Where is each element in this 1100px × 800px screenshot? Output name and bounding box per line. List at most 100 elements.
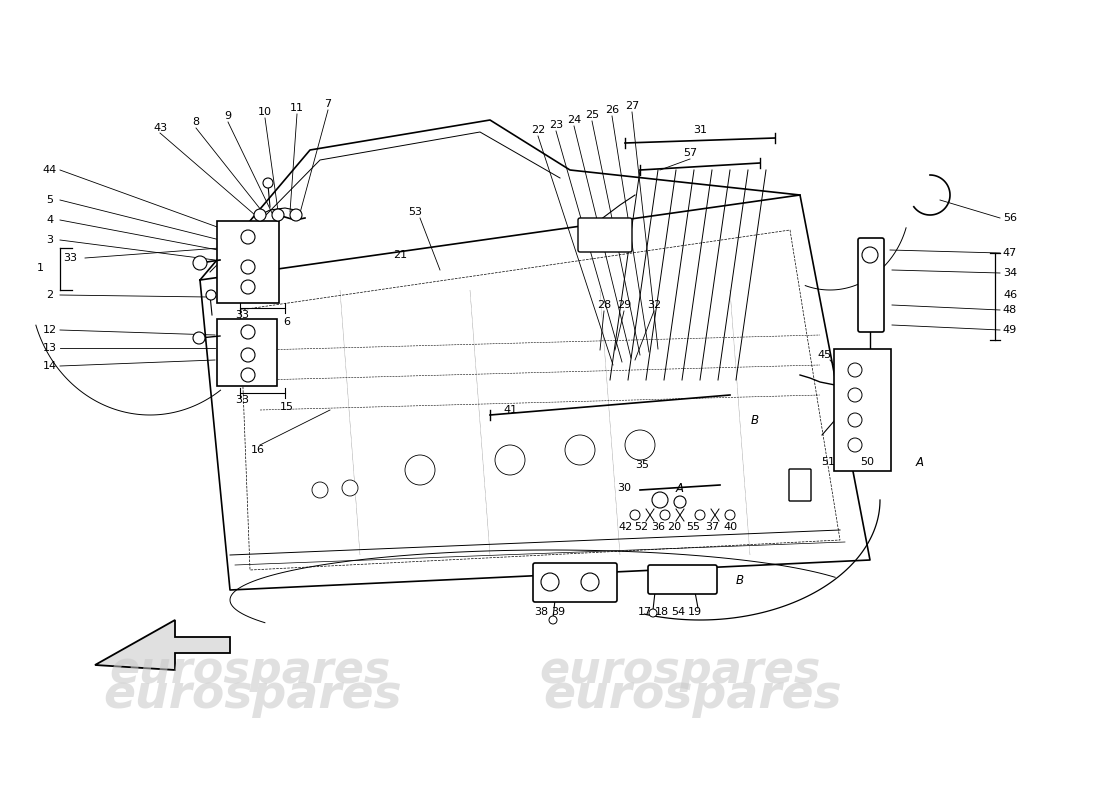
FancyBboxPatch shape	[217, 319, 277, 386]
Text: 49: 49	[1003, 325, 1018, 335]
Circle shape	[192, 332, 205, 344]
Text: 1: 1	[36, 263, 44, 273]
FancyBboxPatch shape	[578, 218, 632, 252]
Polygon shape	[95, 620, 230, 670]
Circle shape	[541, 573, 559, 591]
Circle shape	[549, 616, 557, 624]
Circle shape	[241, 325, 255, 339]
Text: 55: 55	[686, 522, 700, 532]
Text: 16: 16	[251, 445, 265, 455]
Text: 3: 3	[46, 235, 54, 245]
Text: 2: 2	[46, 290, 54, 300]
Text: 45: 45	[818, 350, 832, 360]
Circle shape	[649, 609, 657, 617]
Text: B: B	[736, 574, 744, 586]
Text: 40: 40	[723, 522, 737, 532]
Text: 26: 26	[605, 105, 619, 115]
Text: 42: 42	[619, 522, 634, 532]
Text: 21: 21	[393, 250, 407, 260]
Text: 5: 5	[46, 195, 54, 205]
Text: 27: 27	[625, 101, 639, 111]
Circle shape	[660, 510, 670, 520]
Circle shape	[565, 435, 595, 465]
Text: 34: 34	[1003, 268, 1018, 278]
FancyBboxPatch shape	[534, 563, 617, 602]
Text: 29: 29	[617, 300, 631, 310]
Text: eurospares: eurospares	[103, 674, 403, 718]
Circle shape	[862, 247, 878, 263]
Circle shape	[263, 178, 273, 188]
FancyBboxPatch shape	[789, 469, 811, 501]
Text: 47: 47	[1003, 248, 1018, 258]
Circle shape	[625, 430, 654, 460]
Text: 57: 57	[683, 148, 697, 158]
Text: 54: 54	[671, 607, 685, 617]
Text: 14: 14	[43, 361, 57, 371]
Text: 6: 6	[284, 317, 290, 327]
Circle shape	[241, 280, 255, 294]
Circle shape	[630, 510, 640, 520]
Text: 10: 10	[258, 107, 272, 117]
Circle shape	[652, 492, 668, 508]
Circle shape	[241, 230, 255, 244]
Text: 35: 35	[635, 460, 649, 470]
Text: 52: 52	[634, 522, 648, 532]
Circle shape	[695, 510, 705, 520]
Text: 48: 48	[1003, 305, 1018, 315]
Circle shape	[206, 290, 216, 300]
Circle shape	[581, 573, 600, 591]
Text: 53: 53	[408, 207, 422, 217]
Text: A: A	[916, 455, 924, 469]
FancyBboxPatch shape	[217, 221, 279, 303]
Circle shape	[192, 256, 207, 270]
Text: 17: 17	[638, 607, 652, 617]
Text: 38: 38	[534, 607, 548, 617]
Circle shape	[241, 348, 255, 362]
Text: 11: 11	[290, 103, 304, 113]
Text: eurospares: eurospares	[539, 649, 821, 691]
Text: 20: 20	[667, 522, 681, 532]
Circle shape	[241, 260, 255, 274]
Text: 44: 44	[43, 165, 57, 175]
FancyBboxPatch shape	[858, 238, 884, 332]
Text: 25: 25	[585, 110, 600, 120]
Text: 7: 7	[324, 99, 331, 109]
Text: A: A	[676, 482, 684, 494]
Circle shape	[290, 209, 303, 221]
Text: 9: 9	[224, 111, 232, 121]
Text: 33: 33	[235, 310, 249, 320]
Text: 33: 33	[63, 253, 77, 263]
Text: 18: 18	[654, 607, 669, 617]
Text: 13: 13	[43, 343, 57, 353]
Text: 12: 12	[43, 325, 57, 335]
FancyBboxPatch shape	[648, 565, 717, 594]
Circle shape	[674, 496, 686, 508]
Circle shape	[312, 482, 328, 498]
Text: 39: 39	[551, 607, 565, 617]
Circle shape	[342, 480, 358, 496]
Text: 46: 46	[1003, 290, 1018, 300]
Text: 41: 41	[503, 405, 517, 415]
Text: 22: 22	[531, 125, 546, 135]
Text: 31: 31	[693, 125, 707, 135]
Text: eurospares: eurospares	[109, 649, 390, 691]
Text: 19: 19	[688, 607, 702, 617]
FancyBboxPatch shape	[834, 349, 891, 471]
Text: 4: 4	[46, 215, 54, 225]
Circle shape	[405, 455, 435, 485]
Text: 28: 28	[597, 300, 612, 310]
Circle shape	[254, 209, 266, 221]
Circle shape	[495, 445, 525, 475]
Text: eurospares: eurospares	[543, 674, 843, 718]
Circle shape	[848, 438, 862, 452]
Circle shape	[272, 209, 284, 221]
Text: 50: 50	[860, 457, 875, 467]
Text: 30: 30	[617, 483, 631, 493]
Circle shape	[848, 388, 862, 402]
Text: 33: 33	[235, 395, 249, 405]
Circle shape	[848, 363, 862, 377]
Text: B: B	[751, 414, 759, 426]
Text: 37: 37	[705, 522, 719, 532]
Text: 43: 43	[153, 123, 167, 133]
Circle shape	[848, 413, 862, 427]
